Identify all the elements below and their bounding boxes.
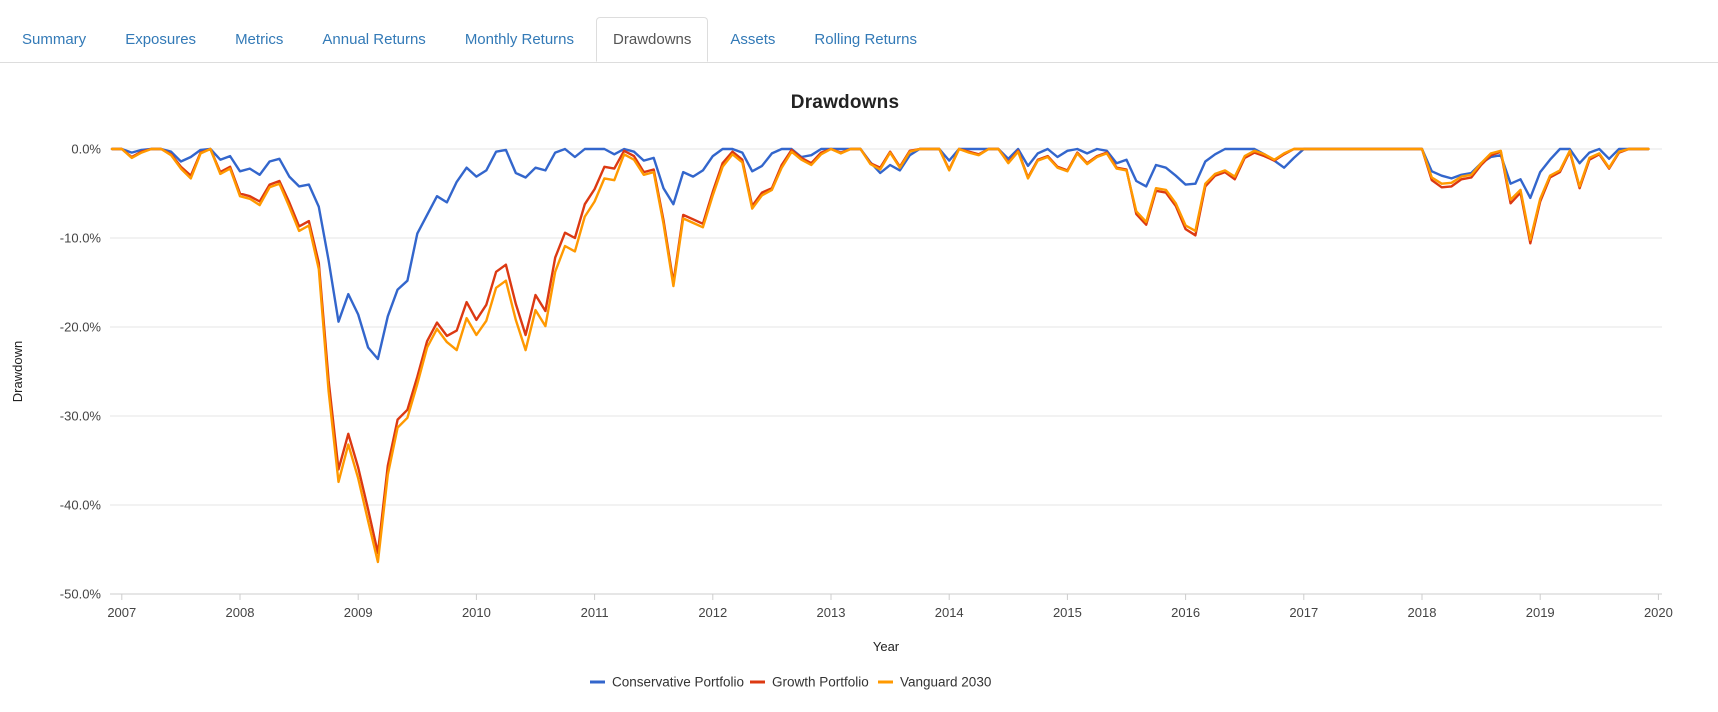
tab-link-drawdowns[interactable]: Drawdowns xyxy=(596,17,709,62)
legend-item-conservative-portfolio: Conservative Portfolio xyxy=(590,675,744,690)
tab-list: Summary Exposures Metrics Annual Returns Mon… xyxy=(0,0,1718,63)
legend-label-growth-portfolio: Growth Portfolio xyxy=(772,675,869,690)
tab-rolling-returns: Rolling Returns xyxy=(797,17,934,63)
y-tick-label: -10.0% xyxy=(60,231,102,246)
y-axis-title: Drawdown xyxy=(10,341,25,402)
x-tick-label: 2013 xyxy=(817,605,846,620)
x-axis-title: Year xyxy=(873,639,900,654)
tab-annual-returns: Annual Returns xyxy=(305,17,442,63)
tab-summary: Summary xyxy=(5,17,103,63)
y-tick-label: -50.0% xyxy=(60,587,102,602)
tab-monthly-returns: Monthly Returns xyxy=(448,17,591,63)
tab-link-assets[interactable]: Assets xyxy=(730,31,776,48)
x-tick-label: 2020 xyxy=(1644,605,1673,620)
legend-label-conservative-portfolio: Conservative Portfolio xyxy=(612,675,744,690)
legend-label-vanguard-2030: Vanguard 2030 xyxy=(900,675,991,690)
x-tick-label: 2009 xyxy=(344,605,373,620)
tab-exposures: Exposures xyxy=(108,17,213,63)
y-tick-label: -30.0% xyxy=(60,409,102,424)
legend-swatch-vanguard-2030 xyxy=(878,680,893,684)
x-tick-label: 2018 xyxy=(1408,605,1437,620)
x-tick-label: 2015 xyxy=(1053,605,1082,620)
tab-link-metrics[interactable]: Metrics xyxy=(235,31,284,48)
legend-swatch-conservative-portfolio xyxy=(590,680,605,684)
tab-drawdowns: Drawdowns xyxy=(596,17,709,63)
x-tick-label: 2016 xyxy=(1171,605,1200,620)
tab-link-monthly-returns[interactable]: Monthly Returns xyxy=(464,31,575,48)
x-tick-label: 2008 xyxy=(226,605,255,620)
series-line-growth-portfolio xyxy=(110,147,1650,555)
chart-title: Drawdowns xyxy=(790,92,900,113)
y-tick-label: -40.0% xyxy=(60,498,102,513)
tab-assets: Assets xyxy=(713,17,792,63)
x-tick-label: 2017 xyxy=(1289,605,1318,620)
series-line-vanguard-2030 xyxy=(110,147,1650,564)
tab-bar: Summary Exposures Metrics Annual Returns Mon… xyxy=(0,0,1718,63)
y-tick-label: -20.0% xyxy=(60,320,102,335)
x-tick-label: 2019 xyxy=(1526,605,1555,620)
tab-metrics: Metrics xyxy=(218,17,300,63)
x-tick-label: 2007 xyxy=(107,605,136,620)
tab-link-rolling-returns[interactable]: Rolling Returns xyxy=(814,31,917,48)
x-tick-label: 2010 xyxy=(462,605,491,620)
x-tick-label: 2011 xyxy=(581,605,609,620)
y-tick-label: 0.0% xyxy=(71,142,101,157)
tab-link-annual-returns[interactable]: Annual Returns xyxy=(322,31,426,48)
tab-link-exposures[interactable]: Exposures xyxy=(125,31,197,48)
legend-item-vanguard-2030: Vanguard 2030 xyxy=(878,675,991,690)
legend-swatch-growth-portfolio xyxy=(750,680,765,684)
x-tick-label: 2014 xyxy=(935,605,964,620)
tab-link-summary[interactable]: Summary xyxy=(22,31,87,48)
x-tick-label: 2012 xyxy=(698,605,727,620)
legend-item-growth-portfolio: Growth Portfolio xyxy=(750,675,869,690)
